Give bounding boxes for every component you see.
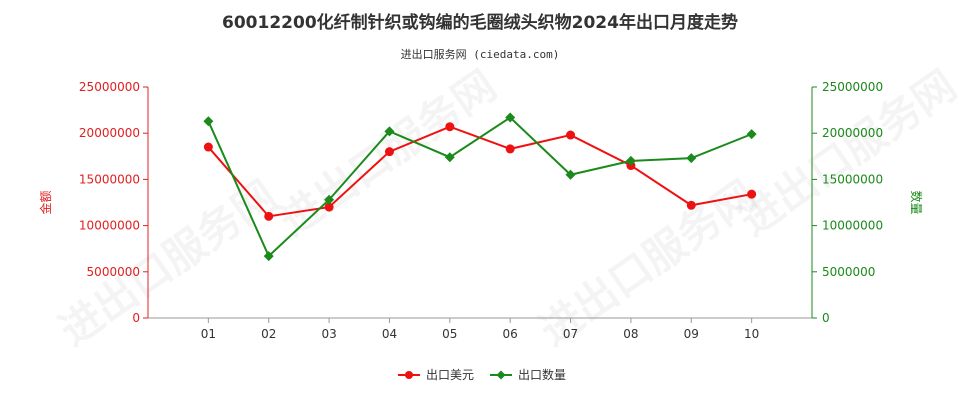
y-tick-label-left: 15000000: [79, 172, 140, 186]
series-2-point: [565, 169, 576, 180]
series-2-point: [505, 112, 516, 123]
chart-subtitle: 进出口服务网 (ciedata.com): [400, 48, 560, 61]
x-tick-label: 08: [623, 327, 638, 341]
chart-title: 60012200化纤制针织或钩编的毛圈绒头织物2024年出口月度走势: [222, 13, 738, 33]
y-tick-label-left: 25000000: [79, 80, 140, 94]
y-tick-label-left: 5000000: [87, 265, 140, 279]
series-line-1: [207, 125, 752, 218]
legend-label-2: 出口数量: [518, 367, 566, 382]
axes-group: [147, 87, 813, 319]
legend-marker-2: [496, 370, 506, 380]
series-2-point: [263, 251, 274, 262]
y-axis-label-left: 金额: [38, 190, 53, 214]
x-tick-label: 05: [442, 327, 457, 341]
y-tick-label-right: 20000000: [822, 126, 883, 140]
series-1-point: [686, 200, 696, 210]
series-1-point: [566, 130, 576, 140]
x-tick-label: 06: [503, 327, 518, 341]
x-tick-label: 04: [382, 327, 397, 341]
series-1-point: [384, 147, 394, 157]
legend-marker-1: [405, 371, 413, 379]
series-1-point: [747, 189, 757, 199]
x-tick-label: 01: [201, 327, 216, 341]
y-axis-label-right: 数量: [909, 190, 924, 214]
series-1-point: [505, 144, 515, 154]
y-tick-label-left: 0: [132, 311, 140, 325]
x-tick-label: 02: [261, 327, 276, 341]
series-2-point: [686, 153, 697, 164]
y-tick-label-left: 20000000: [79, 126, 140, 140]
series-1-point: [445, 122, 455, 132]
series-2-point: [746, 129, 757, 140]
series-group: [203, 112, 757, 262]
x-tick-label: 10: [744, 327, 759, 341]
legend-label-1: 出口美元: [426, 368, 474, 382]
series-1-point: [203, 142, 213, 152]
x-tick-label: 07: [563, 327, 578, 341]
x-tick-label: 09: [684, 327, 699, 341]
ticks-group: 0 5000000 10000000 15000000 20000000 25000000…: [38, 80, 924, 341]
series-2-point: [324, 194, 335, 205]
series-1-point: [264, 211, 274, 221]
series-2-point: [384, 126, 395, 137]
legend-group: 出口美元 出口数量: [398, 367, 566, 382]
series-line-2: [207, 116, 753, 258]
x-tick-label: 03: [321, 327, 336, 341]
y-tick-label-left: 10000000: [79, 219, 140, 233]
y-tick-label-right: 15000000: [822, 172, 883, 186]
series-2-point: [203, 116, 214, 127]
y-tick-label-right: 0: [822, 311, 830, 325]
series-1-point: [324, 202, 334, 212]
series-2-point: [625, 155, 636, 166]
y-tick-label-right: 10000000: [822, 219, 883, 233]
y-tick-label-right: 5000000: [822, 265, 875, 279]
y-tick-label-right: 25000000: [822, 80, 883, 94]
series-2-point: [444, 152, 455, 163]
